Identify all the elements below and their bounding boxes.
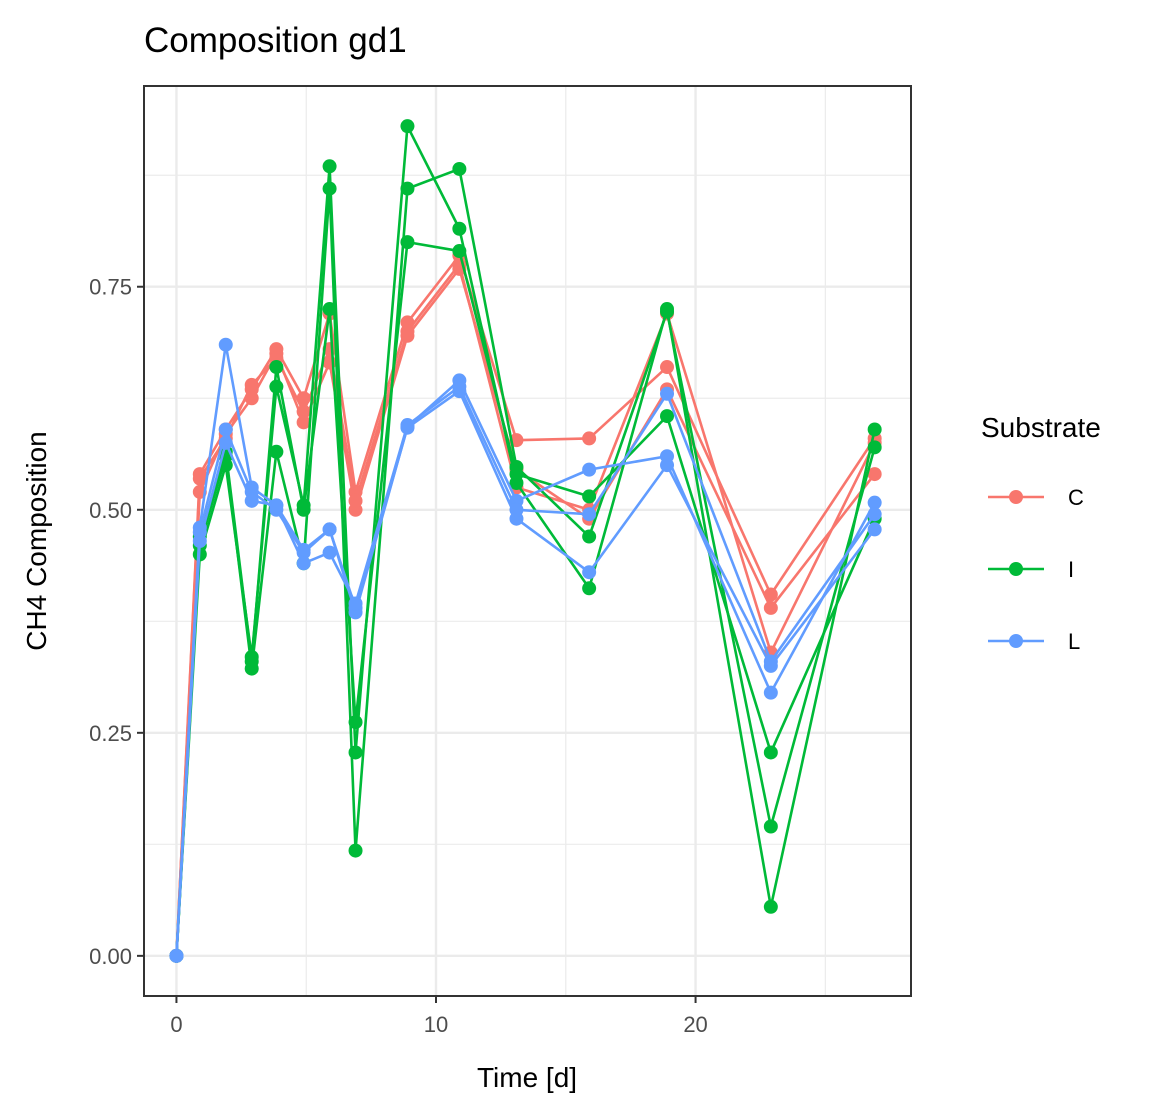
- y-tick-label: 0.50: [89, 498, 132, 523]
- data-point: [867, 522, 882, 537]
- data-point: [244, 493, 259, 508]
- data-point: [400, 181, 415, 196]
- legend: Substrate C I L: [981, 412, 1101, 654]
- data-point: [452, 379, 467, 394]
- plot-panel: [144, 86, 911, 996]
- data-point: [400, 119, 415, 134]
- data-point: [509, 467, 524, 482]
- data-point: [296, 404, 311, 419]
- data-point: [582, 462, 597, 477]
- x-axis-title: Time [d]: [477, 1062, 577, 1093]
- data-point: [763, 685, 778, 700]
- data-point: [400, 418, 415, 433]
- legend-key-point: [1009, 562, 1023, 576]
- data-point: [218, 435, 233, 450]
- data-point: [660, 304, 675, 319]
- data-point: [763, 745, 778, 760]
- data-point: [348, 843, 363, 858]
- data-point: [169, 948, 184, 963]
- legend-title: Substrate: [981, 412, 1101, 443]
- data-point: [867, 495, 882, 510]
- x-tick-label: 20: [683, 1012, 707, 1037]
- data-point: [192, 471, 207, 486]
- data-point: [269, 360, 284, 375]
- data-point: [348, 596, 363, 611]
- plot-border: [143, 85, 912, 997]
- data-point: [660, 458, 675, 473]
- series-L-3: [169, 379, 882, 963]
- data-point: [322, 181, 337, 196]
- data-point: [582, 489, 597, 504]
- series-layer: [169, 119, 882, 963]
- data-point: [582, 581, 597, 596]
- data-point: [269, 498, 284, 513]
- legend-item-I: I: [988, 557, 1074, 582]
- y-tick-label: 0.25: [89, 721, 132, 746]
- data-point: [763, 600, 778, 615]
- x-tick-label: 0: [170, 1012, 182, 1037]
- data-point: [296, 415, 311, 430]
- data-point: [582, 529, 597, 544]
- data-point: [348, 493, 363, 508]
- legend-key-point: [1009, 634, 1023, 648]
- data-point: [452, 244, 467, 259]
- data-point: [660, 360, 675, 375]
- data-point: [244, 377, 259, 392]
- chart-title: Composition gd1: [144, 21, 407, 60]
- data-point: [400, 324, 415, 339]
- legend-item-C: C: [988, 485, 1084, 510]
- data-point: [322, 522, 337, 537]
- data-point: [867, 422, 882, 437]
- data-point: [763, 819, 778, 834]
- data-point: [867, 507, 882, 522]
- data-point: [582, 565, 597, 580]
- y-axis-title: CH4 Composition: [21, 431, 52, 650]
- data-point: [660, 409, 675, 424]
- data-point: [218, 337, 233, 352]
- data-point: [763, 899, 778, 914]
- data-point: [192, 534, 207, 548]
- data-point: [296, 556, 311, 571]
- y-tick-label: 0.75: [89, 275, 132, 300]
- y-axis: 0.00 0.25 0.50 0.75: [89, 275, 144, 969]
- y-tick-label: 0.00: [89, 944, 132, 969]
- data-point: [582, 431, 597, 446]
- legend-item-L: L: [988, 629, 1080, 654]
- legend-label: I: [1068, 557, 1074, 582]
- data-point: [867, 440, 882, 455]
- data-point: [452, 161, 467, 176]
- data-point: [322, 545, 337, 560]
- data-point: [218, 422, 233, 437]
- data-point: [509, 502, 524, 517]
- data-point: [322, 159, 337, 174]
- x-tick-label: 10: [424, 1012, 448, 1037]
- data-point: [322, 302, 337, 317]
- data-point: [763, 654, 778, 669]
- data-point: [296, 502, 311, 517]
- data-point: [400, 235, 415, 250]
- legend-key-point: [1009, 490, 1023, 504]
- data-point: [867, 467, 882, 482]
- data-point: [452, 221, 467, 236]
- data-point: [582, 507, 597, 522]
- legend-keys: C I L: [988, 485, 1084, 654]
- data-point: [660, 386, 675, 401]
- data-point: [244, 654, 259, 669]
- data-point: [348, 715, 363, 730]
- legend-label: C: [1068, 485, 1084, 510]
- legend-label: L: [1068, 629, 1080, 654]
- data-point: [269, 444, 284, 459]
- x-axis: 0 10 20: [170, 996, 708, 1037]
